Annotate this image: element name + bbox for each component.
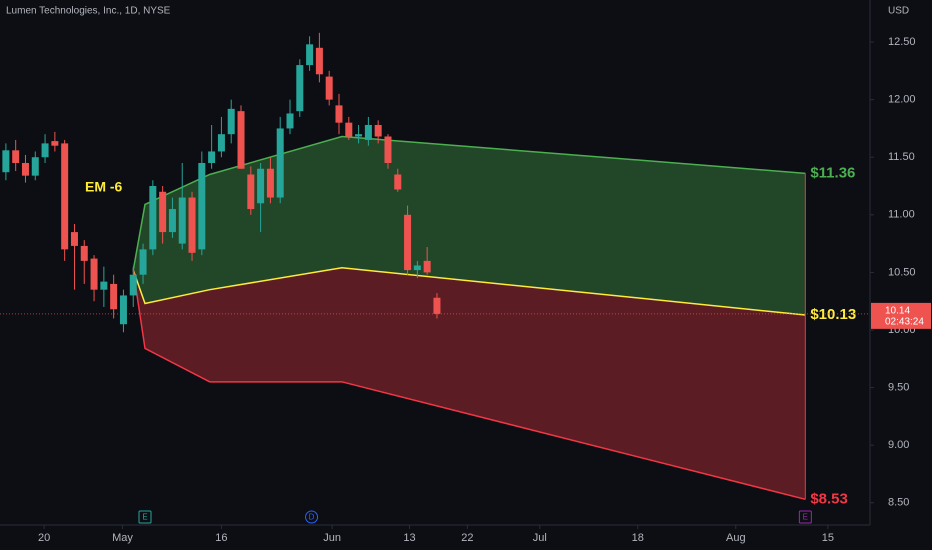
- candle-body: [355, 134, 363, 137]
- candle-body: [110, 283, 118, 310]
- y-tick-label: 11.00: [888, 209, 915, 221]
- candle-body: [276, 128, 284, 198]
- candle-body: [21, 162, 29, 176]
- x-tick-label: Aug: [726, 532, 746, 544]
- upper-zone: [133, 136, 806, 316]
- candle-body: [198, 162, 206, 250]
- lower-label: $8.53: [810, 490, 848, 507]
- event-marker: [138, 510, 152, 524]
- y-tick-label: 11.50: [888, 151, 915, 163]
- x-tick-label: Jun: [323, 532, 341, 544]
- candle-body: [384, 136, 392, 163]
- x-tick-label: 18: [632, 532, 644, 544]
- candle-body: [364, 124, 372, 140]
- mid-line: [132, 267, 806, 316]
- price-tag-value: 10.14: [885, 306, 910, 317]
- candle-body: [12, 150, 20, 163]
- candle-body: [188, 197, 196, 253]
- price-tag-countdown: 02:43:24: [885, 317, 924, 328]
- candle-body: [2, 150, 10, 173]
- candle-body: [325, 76, 333, 100]
- candle-body: [296, 65, 304, 112]
- upper-line: [132, 135, 806, 271]
- candle-body: [433, 297, 441, 314]
- y-tick-label: 12.00: [888, 94, 916, 106]
- candle-body: [315, 47, 323, 75]
- event-label: D: [309, 513, 315, 522]
- candle-body: [159, 191, 167, 233]
- x-tick-label: 13: [403, 532, 415, 544]
- event-marker: [798, 510, 812, 524]
- x-tick-label: May: [112, 532, 133, 544]
- lower-line: [132, 269, 806, 501]
- candle-body: [31, 157, 39, 176]
- event-marker: [305, 510, 319, 524]
- candle-body: [41, 143, 49, 158]
- candle-body: [257, 168, 265, 204]
- candle-body: [178, 197, 186, 244]
- candle-body: [217, 134, 225, 152]
- mid-label: $10.13: [810, 306, 856, 323]
- x-tick-label: 16: [215, 532, 227, 544]
- candle-body: [70, 232, 78, 246]
- candle-body: [286, 113, 294, 129]
- candle-body: [208, 151, 216, 163]
- candle-body: [51, 141, 59, 146]
- candle-body: [129, 274, 137, 296]
- candle-body: [61, 143, 69, 250]
- y-tick-label: 9.50: [888, 381, 909, 393]
- lower-zone: [133, 267, 806, 500]
- price-tag: [871, 302, 931, 329]
- candle-body: [374, 124, 382, 137]
- candle-body: [139, 249, 147, 275]
- chart-title: Lumen Technologies, Inc., 1D, NYSE: [6, 6, 171, 17]
- x-tick-label: Jul: [533, 532, 547, 544]
- y-tick-label: 8.50: [888, 497, 909, 509]
- upper-label: $11.36: [810, 164, 855, 181]
- x-tick-label: 20: [38, 532, 50, 544]
- candle-body: [227, 108, 235, 135]
- x-tick-label: 22: [461, 532, 473, 544]
- candle-body: [119, 295, 127, 325]
- y-tick-label: 10.50: [888, 266, 916, 278]
- y-tick-label: 9.00: [888, 439, 909, 451]
- candle-body: [266, 168, 274, 198]
- currency-label: USD: [888, 6, 909, 17]
- annotation: EM -6: [85, 179, 123, 195]
- candle-body: [335, 105, 343, 123]
- event-label: E: [803, 513, 808, 522]
- candle-body: [247, 174, 255, 210]
- candle-body: [423, 260, 431, 273]
- candle-body: [100, 281, 108, 290]
- candle-body: [404, 214, 412, 271]
- candle-body: [237, 111, 245, 169]
- candle-body: [306, 44, 314, 66]
- y-tick-label: 12.50: [888, 36, 916, 48]
- event-label: E: [142, 513, 147, 522]
- x-tick-label: 15: [822, 532, 834, 544]
- candle-body: [394, 174, 402, 190]
- candle-body: [80, 245, 88, 261]
- candle-body: [413, 265, 421, 271]
- candle-body: [345, 122, 353, 137]
- candle-body: [168, 209, 176, 233]
- candle-body: [90, 258, 98, 290]
- candle-body: [149, 186, 157, 250]
